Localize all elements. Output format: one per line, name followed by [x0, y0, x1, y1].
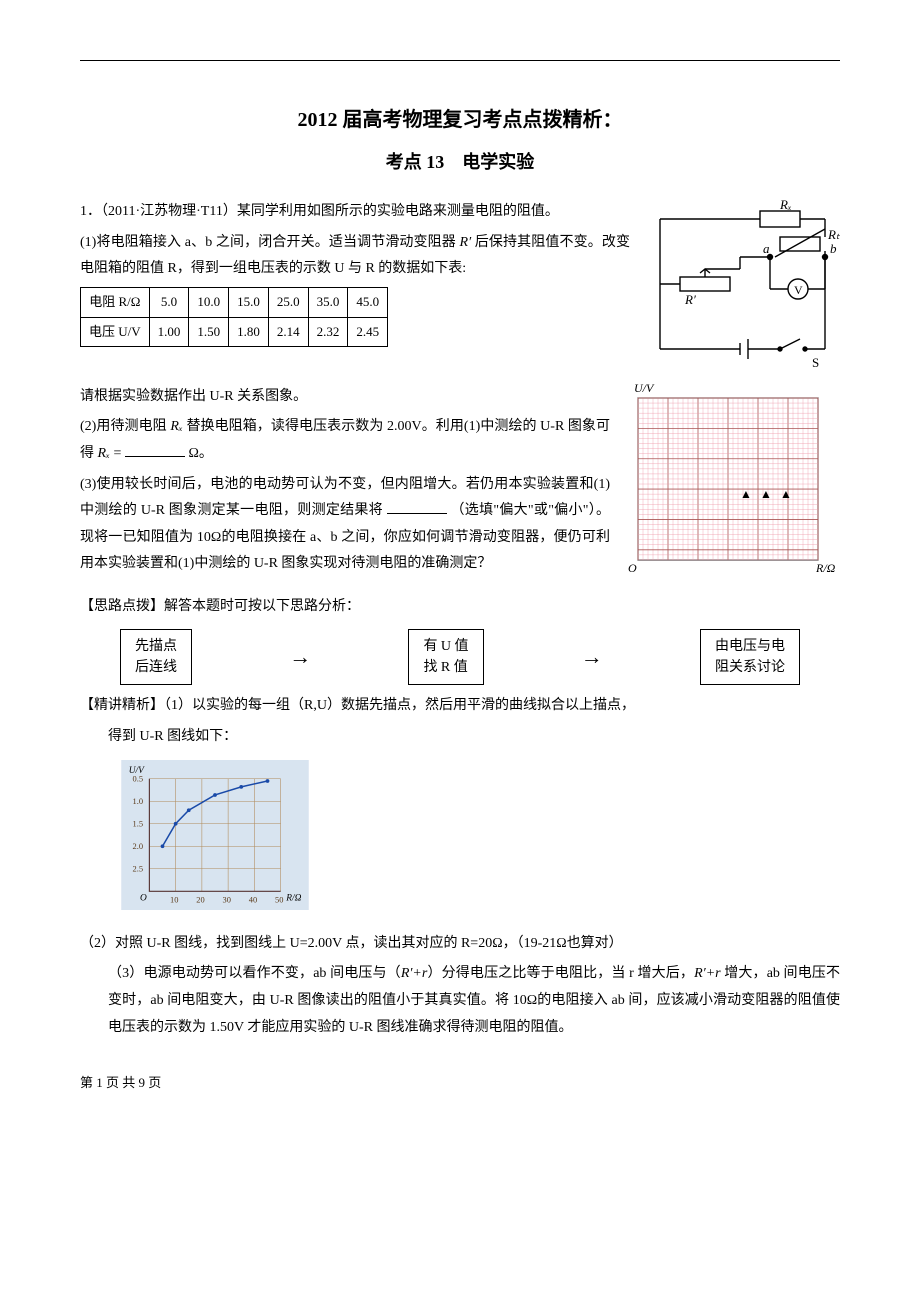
- rc-origin: O: [140, 894, 147, 904]
- ans-title: 【精讲精析】（1）以实验的每一组（R,U）数据先描点，然后用平滑的曲线拟合以上描…: [80, 693, 840, 720]
- svg-text:1.0: 1.0: [133, 796, 144, 806]
- r-cell: 5.0: [149, 287, 189, 317]
- hint-title: 【思路点拨】解答本题时可按以下思路分析：: [80, 594, 840, 621]
- t: Ω。: [185, 446, 213, 461]
- r-cell: 45.0: [348, 287, 388, 317]
- label-rprime: R′: [684, 292, 696, 307]
- t: 后连线: [135, 657, 177, 678]
- blank-bias: [387, 499, 447, 514]
- t: 阻关系讨论: [715, 657, 785, 678]
- grid-xlabel: R/Ω: [815, 561, 836, 575]
- u-cell: 1.50: [189, 317, 229, 347]
- grid-ylabel: U/V: [634, 381, 655, 395]
- tri-icon: ▲: [760, 487, 772, 501]
- flow-row: 先描点 后连线 → 有 U 值 找 R 值 → 由电压与电 阻关系讨论: [120, 629, 800, 685]
- svg-text:2.5: 2.5: [133, 864, 144, 874]
- ans-1b: 得到 U-R 图线如下：: [108, 724, 840, 751]
- r-label: 电阻 R/Ω: [81, 287, 150, 317]
- rprime-sym: R′: [460, 235, 472, 250]
- svg-text:2.0: 2.0: [133, 841, 144, 851]
- rx-sym: Rₓ: [170, 419, 183, 434]
- svg-text:20: 20: [196, 895, 204, 905]
- grid-origin: O: [628, 561, 637, 575]
- tri-icon: ▲: [740, 487, 752, 501]
- tri-icon: ▲: [780, 487, 792, 501]
- svg-text:50: 50: [275, 895, 283, 905]
- t: (2)用待测电阻: [80, 419, 170, 434]
- page-subtitle: 考点 13 电学实验: [80, 145, 840, 179]
- circuit-diagram: Rₓ Rₜ a b R′ V S: [640, 199, 840, 380]
- blank-rx: [125, 442, 185, 457]
- t: =: [110, 446, 125, 461]
- result-chart: 2.52.01.51.00.5 1020304050 U/V R/Ω O: [120, 760, 310, 910]
- rx-sym2: Rₓ: [98, 446, 111, 461]
- table-row-u: 电压 U/V 1.00 1.50 1.80 2.14 2.32 2.45: [81, 317, 388, 347]
- label-rx: Rₓ: [779, 199, 792, 212]
- svg-text:40: 40: [249, 895, 257, 905]
- ans-2: （2）对照 U-R 图线，找到图线上 U=2.00V 点，读出其对应的 R=20…: [80, 931, 840, 958]
- page-title: 2012 届高考物理复习考点点拨精析：: [80, 101, 840, 139]
- t: R′+r: [694, 966, 721, 981]
- u-cell: 1.80: [229, 317, 269, 347]
- t: 由电压与电: [715, 636, 785, 657]
- r-cell: 25.0: [268, 287, 308, 317]
- r-cell: 35.0: [308, 287, 348, 317]
- u-label: 电压 U/V: [81, 317, 150, 347]
- page-footer: 第 1 页 共 9 页: [80, 1071, 840, 1096]
- t: （3）电源电动势可以看作不变，ab 间电压与（: [108, 966, 401, 981]
- top-rule: [80, 60, 840, 61]
- r-cell: 10.0: [189, 287, 229, 317]
- label-b: b: [830, 241, 837, 256]
- r-cell: 15.0: [229, 287, 269, 317]
- label-v: V: [794, 283, 803, 297]
- table-row-r: 电阻 R/Ω 5.0 10.0 15.0 25.0 35.0 45.0: [81, 287, 388, 317]
- svg-text:30: 30: [223, 895, 231, 905]
- svg-text:1.5: 1.5: [133, 819, 144, 829]
- t: 有 U 值: [423, 636, 468, 657]
- ans-3: （3）电源电动势可以看作不变，ab 间电压与（R′+r）分得电压之比等于电阻比，…: [108, 961, 840, 1041]
- t: 找 R 值: [423, 657, 468, 678]
- t: R′+r: [401, 966, 428, 981]
- u-cell: 2.45: [348, 317, 388, 347]
- label-rt: Rₜ: [827, 227, 840, 242]
- arrow-icon: →: [281, 636, 319, 678]
- u-cell: 2.32: [308, 317, 348, 347]
- flow-box-1: 先描点 后连线: [120, 629, 192, 685]
- label-s: S: [812, 355, 819, 369]
- flow-box-3: 由电压与电 阻关系讨论: [700, 629, 800, 685]
- blank-grid: U/V R/Ω O ▲ ▲ ▲: [620, 380, 840, 591]
- flow-box-2: 有 U 值 找 R 值: [408, 629, 483, 685]
- rc-ylabel: U/V: [129, 766, 145, 776]
- svg-text:10: 10: [170, 895, 178, 905]
- rc-xlabel: R/Ω: [285, 894, 301, 904]
- data-table: 电阻 R/Ω 5.0 10.0 15.0 25.0 35.0 45.0 电压 U…: [80, 287, 388, 347]
- u-cell: 1.00: [149, 317, 189, 347]
- q1-part1a: (1)将电阻箱接入 a、b 之间，闭合开关。适当调节滑动变阻器: [80, 235, 460, 250]
- label-a: a: [763, 241, 770, 256]
- t: ）分得电压之比等于电阻比，当 r 增大后，: [427, 966, 694, 981]
- arrow-icon: →: [573, 636, 611, 678]
- u-cell: 2.14: [268, 317, 308, 347]
- t: 先描点: [135, 636, 177, 657]
